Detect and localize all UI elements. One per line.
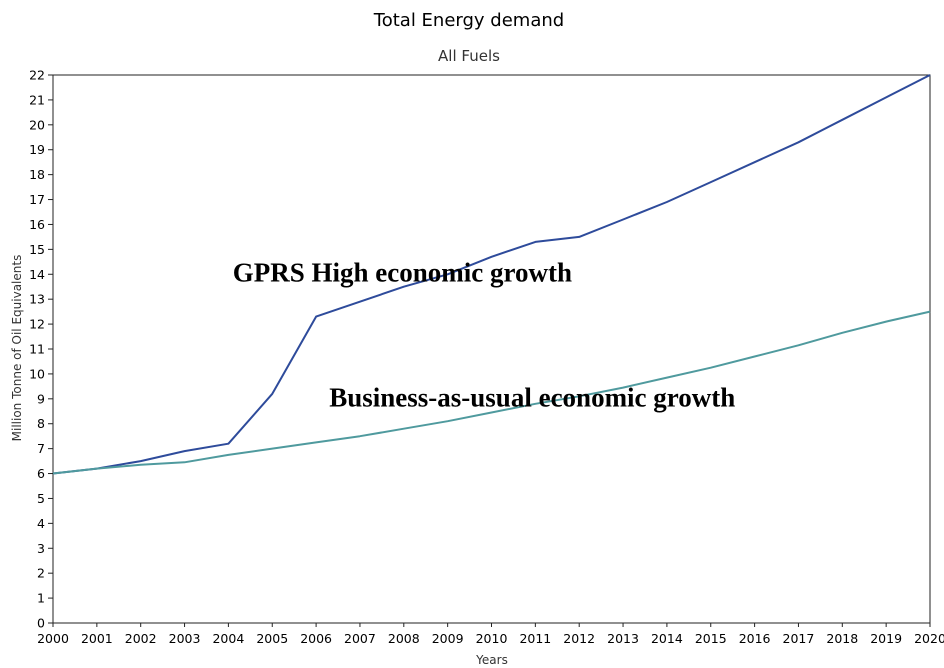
chart-title: Total Energy demand	[373, 10, 564, 31]
x-tick-label: 2000	[37, 631, 69, 646]
y-tick-label: 0	[37, 616, 45, 631]
series-line-high	[52, 74, 931, 475]
y-tick-label: 3	[37, 541, 45, 556]
plot-area	[52, 74, 931, 624]
x-tick-label: 2013	[607, 631, 639, 646]
series-layer	[52, 74, 931, 475]
x-tick-label: 2003	[169, 631, 201, 646]
series-annotation: Business-as-usual economic growth	[329, 382, 735, 412]
x-tick-label: 2004	[212, 631, 244, 646]
y-tick-label: 2	[37, 566, 45, 581]
x-tick-label: 2017	[783, 631, 815, 646]
y-tick-label: 18	[29, 167, 45, 182]
y-tick-label: 19	[29, 142, 45, 157]
x-tick-label: 2005	[256, 631, 288, 646]
x-tick-label: 2010	[476, 631, 508, 646]
y-tick-label: 10	[29, 366, 45, 381]
y-tick-label: 12	[29, 317, 45, 332]
y-tick-label: 15	[29, 242, 45, 257]
x-tick-label: 2009	[432, 631, 464, 646]
y-tick-label: 13	[29, 292, 45, 307]
x-tick-label: 2001	[81, 631, 113, 646]
y-tick-label: 5	[37, 491, 45, 506]
series-line-bau	[52, 310, 931, 475]
chart-subtitle: All Fuels	[438, 47, 500, 65]
x-tick-label: 2007	[344, 631, 376, 646]
annotation-layer: GPRS High economic growth Business-as-usu…	[233, 258, 736, 413]
y-tick-label: 6	[37, 466, 45, 481]
x-tick-label: 2012	[563, 631, 595, 646]
x-tick-label: 2011	[519, 631, 551, 646]
y-tick-label: 4	[37, 516, 45, 531]
y-tick-label: 21	[29, 92, 45, 107]
x-tick-label: 2002	[125, 631, 157, 646]
y-tick-label: 17	[29, 192, 45, 207]
series-annotation: GPRS High economic growth	[233, 258, 572, 288]
x-tick-label: 2016	[739, 631, 771, 646]
y-tick-label: 11	[29, 342, 45, 357]
x-tick-label: 2006	[300, 631, 332, 646]
y-tick-label: 20	[29, 117, 45, 132]
y-tick-label: 7	[37, 441, 45, 456]
x-tick-label: 2020	[914, 631, 944, 646]
x-tick-label: 2008	[388, 631, 420, 646]
x-tick-label: 2015	[695, 631, 727, 646]
y-tick-label: 8	[37, 416, 45, 431]
x-tick-label: 2019	[870, 631, 902, 646]
y-tick-label: 14	[29, 267, 45, 282]
y-tick-label: 1	[37, 591, 45, 606]
x-axis: 2000 2001 2002 2003 2004 2005 2006 2007 2008 2009…	[37, 623, 944, 646]
y-tick-label: 9	[37, 391, 45, 406]
x-tick-label: 2018	[826, 631, 858, 646]
y-axis-label: Million Tonne of Oil Equivalents	[10, 255, 24, 442]
y-tick-label: 22	[29, 68, 45, 83]
x-axis-label: Years	[475, 653, 508, 667]
x-tick-label: 2014	[651, 631, 683, 646]
y-tick-label: 16	[29, 217, 45, 232]
